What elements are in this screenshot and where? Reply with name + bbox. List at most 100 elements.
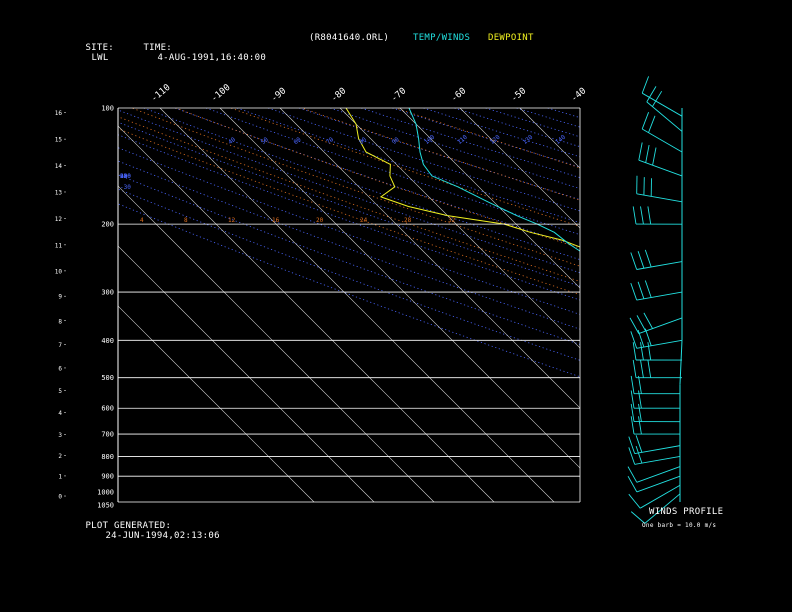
dry-adiabat	[118, 160, 580, 330]
moist-adiabat-label: 12	[228, 217, 236, 224]
wind-barb-flag	[632, 206, 637, 225]
moist-adiabat	[301, 108, 580, 201]
moist-adiabat	[118, 128, 580, 296]
isotherm-line	[640, 108, 792, 502]
generated-value: 24-JUN-1994,02:13:06	[105, 531, 220, 541]
wind-barb-flag	[629, 317, 640, 334]
wind-barb-staff	[641, 92, 683, 117]
dry-adiabat-label: 90	[391, 136, 401, 146]
isotherm-line	[159, 108, 555, 502]
wind-barb-flag	[643, 312, 653, 329]
dry-adiabat	[236, 108, 580, 224]
plot-generated: PLOT GENERATED: 24-JUN-1994,02:13:06	[74, 511, 220, 541]
height-km-label: 13	[55, 189, 63, 196]
legend-dewpoint: DEWPOINT	[488, 33, 534, 43]
isotherm-line	[459, 108, 580, 229]
wind-barb-flag	[627, 475, 638, 493]
dry-adiabat	[118, 203, 580, 378]
wind-barb-flag	[627, 466, 638, 483]
wind-barb-flag	[644, 280, 652, 298]
pressure-label: 600	[101, 405, 114, 413]
moist-adiabat-label: 32	[448, 217, 456, 224]
height-km-label: 4	[58, 410, 62, 417]
barb-note: One barb = 10.0 m/s	[642, 522, 717, 529]
wind-barb-flag	[630, 403, 635, 422]
isotherm-line	[118, 185, 435, 502]
dry-adiabat-left-label: 0	[120, 173, 124, 180]
site-label: SITE:	[85, 43, 115, 53]
moist-adiabat-label: 8	[184, 217, 188, 224]
wind-barb-staff	[646, 101, 683, 132]
wind-barb-staff	[636, 291, 683, 301]
pressure-label: 900	[101, 473, 114, 481]
isotherm-line	[579, 108, 580, 109]
height-km-label: 0	[58, 494, 62, 501]
dry-adiabat	[174, 108, 580, 248]
wind-barb-staff	[634, 445, 681, 455]
wind-barb-flag	[641, 112, 650, 130]
wind-barb-flag	[638, 403, 642, 422]
wind-barb-staff	[636, 466, 681, 483]
dry-adiabat	[298, 108, 580, 201]
dry-adiabat-label: 40	[227, 136, 237, 146]
legend-temp: TEMP/WINDS	[413, 33, 471, 43]
height-km-label: 6	[58, 365, 62, 372]
wind-barb-flag	[635, 445, 643, 464]
wind-barb-flag	[648, 115, 656, 133]
dry-adiabat	[118, 109, 580, 274]
isotherm-line	[118, 305, 315, 502]
pressure-label: 1050	[97, 502, 114, 510]
height-km-label: 3	[58, 432, 62, 439]
generated-label: PLOT GENERATED:	[85, 521, 172, 531]
pressure-label: 200	[101, 221, 114, 229]
temperature-profile	[408, 108, 580, 252]
isotherm-line	[519, 108, 580, 169]
dry-adiabat	[392, 108, 580, 168]
moist-adiabat	[118, 116, 580, 282]
winds-profile-title: WINDS PROFILE	[649, 507, 724, 517]
pressure-label: 500	[101, 374, 114, 382]
wind-barb-staff	[636, 193, 683, 203]
dry-adiabat	[118, 147, 580, 315]
wind-barb-staff	[644, 493, 681, 524]
height-km-label: 9	[58, 294, 62, 301]
wind-barb-flag	[638, 375, 642, 394]
height-km-label: 15	[55, 137, 63, 144]
wind-barb-staff	[638, 159, 683, 177]
dry-adiabat	[118, 188, 580, 361]
wind-barb-flag	[645, 145, 650, 163]
dewpoint-profile	[345, 108, 580, 248]
dry-adiabat-left-label: 20	[120, 173, 128, 180]
dry-adiabat-left-label: -10	[120, 173, 131, 180]
dry-adiabat-label: 60	[292, 136, 302, 146]
dry-adiabat-label: 140	[554, 134, 567, 147]
header-time: TIME: 4-AUG-1991,16:40:00	[132, 33, 266, 63]
dry-adiabat	[423, 108, 580, 158]
pressure-label: 300	[101, 289, 114, 297]
dry-adiabat-left-label: -30	[120, 184, 131, 191]
isotherm-label: -60	[450, 86, 469, 104]
height-km-label: 16	[55, 110, 63, 117]
isotherm-label: -90	[270, 86, 289, 104]
wind-barb-flag	[638, 416, 642, 435]
wind-barb-flag	[630, 390, 635, 409]
dry-adiabat-label: 100	[423, 134, 436, 147]
dry-adiabat	[547, 108, 580, 119]
wind-barb-flag	[630, 511, 646, 524]
moist-adiabat-label: 4	[140, 217, 144, 224]
wind-barb-flag	[632, 359, 637, 378]
wind-barb-flag	[628, 447, 636, 465]
mixing-ratio-line	[753, 340, 792, 502]
height-km-label: 14	[55, 163, 63, 170]
winds-axis-mid	[679, 340, 683, 385]
wind-barb-flag	[647, 359, 652, 378]
wind-barb-flag	[644, 249, 652, 268]
isotherm-line	[760, 108, 792, 502]
height-km-label: 10	[55, 268, 63, 275]
wind-barb-flag	[630, 375, 635, 394]
isotherm-label: -80	[330, 86, 349, 104]
wind-barb-flag	[640, 359, 644, 378]
dry-adiabat-label: 70	[325, 136, 335, 146]
dry-adiabat	[267, 108, 580, 212]
